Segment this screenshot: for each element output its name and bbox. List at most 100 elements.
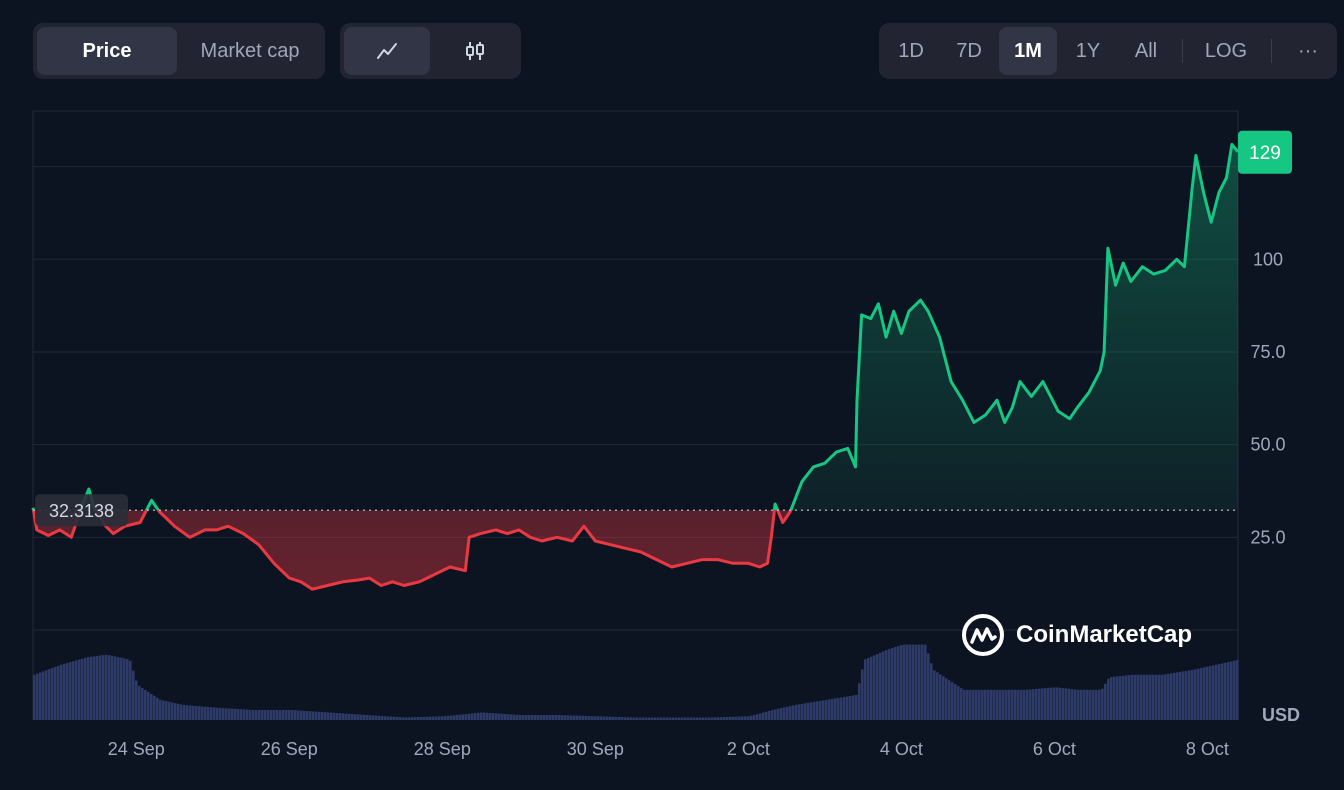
volume-bar <box>489 713 492 720</box>
volume-bar <box>672 717 675 720</box>
volume-bar <box>1020 689 1023 720</box>
volume-bar <box>135 680 138 720</box>
volume-bar <box>414 717 417 720</box>
volume-bar <box>693 717 696 720</box>
volume-bar <box>204 706 207 720</box>
volume-bar <box>1041 688 1044 720</box>
volume-bar <box>897 646 900 720</box>
volume-bar <box>33 674 36 720</box>
volume-bar <box>330 712 333 720</box>
volume-bar <box>1014 689 1017 720</box>
volume-bar <box>969 689 972 720</box>
volume-bar <box>276 709 279 720</box>
volume-bar <box>810 702 813 720</box>
volume-bar <box>1068 688 1071 720</box>
volume-bar <box>1206 666 1209 720</box>
candlestick-chart-button[interactable] <box>432 27 517 75</box>
volume-bar <box>1230 661 1233 720</box>
volume-bar <box>1233 660 1236 720</box>
volume-bar <box>324 712 327 720</box>
range-1y-button[interactable]: 1Y <box>1075 39 1101 62</box>
range-1m-button[interactable]: 1M <box>999 27 1057 75</box>
volume-bar <box>798 704 801 720</box>
volume-bar <box>717 717 720 720</box>
range-7d-button[interactable]: 7D <box>956 39 982 62</box>
volume-bar <box>606 716 609 720</box>
volume-bar <box>564 715 567 720</box>
volume-bar <box>483 712 486 720</box>
volume-bar <box>729 716 732 720</box>
volume-bar <box>447 715 450 720</box>
volume-bar <box>201 706 204 720</box>
volume-bar <box>381 715 384 720</box>
volume-bar <box>942 676 945 720</box>
tab-market-cap[interactable]: Market cap <box>200 39 300 62</box>
volume-bar <box>846 696 849 720</box>
x-tick-label: 2 Oct <box>727 739 770 759</box>
volume-bar <box>1059 687 1062 720</box>
log-scale-button[interactable]: LOG <box>1204 39 1248 62</box>
volume-bar <box>777 708 780 720</box>
volume-bar <box>648 717 651 720</box>
volume-bar <box>375 715 378 720</box>
range-all-button[interactable]: All <box>1134 39 1158 62</box>
more-divider <box>1271 39 1272 63</box>
volume-bar <box>993 689 996 720</box>
volume-bar <box>393 716 396 720</box>
volume-bar <box>60 664 63 720</box>
volume-bar <box>141 687 144 720</box>
current-price-label: 129 <box>1249 143 1281 164</box>
chart-style-group <box>340 23 521 79</box>
volume-bar <box>822 700 825 720</box>
volume-bar <box>1149 674 1152 720</box>
volume-bar <box>891 647 894 720</box>
volume-bar <box>54 666 57 720</box>
volume-bar <box>1023 689 1026 720</box>
volume-bar <box>1011 689 1014 720</box>
more-options-button[interactable]: ··· <box>1298 39 1318 62</box>
volume-bar <box>1215 664 1218 720</box>
y-tick-label: 50.0 <box>1250 435 1285 455</box>
volume-bar <box>579 715 582 720</box>
volume-bar <box>1107 678 1110 720</box>
volume-bar <box>258 709 261 720</box>
volume-bar <box>696 717 699 720</box>
volume-bar <box>1176 672 1179 720</box>
volume-bar <box>297 710 300 720</box>
volume-bar <box>474 713 477 720</box>
volume-bar <box>153 695 156 720</box>
volume-bar <box>639 717 642 720</box>
volume-bar <box>1218 664 1221 720</box>
volume-bar <box>939 674 942 720</box>
volume-bar <box>78 659 81 720</box>
volume-bar <box>105 654 108 720</box>
volume-bar <box>741 716 744 720</box>
volume-bar <box>1047 687 1050 720</box>
volume-bar <box>192 705 195 720</box>
volume-bar <box>156 697 159 720</box>
volume-bar <box>360 714 363 720</box>
volume-bar <box>1143 674 1146 720</box>
volume-bar <box>1029 689 1032 720</box>
volume-bar <box>111 655 114 720</box>
volume-bar <box>261 709 264 720</box>
volume-bar <box>1113 676 1116 720</box>
volume-bar <box>558 715 561 720</box>
line-chart-button[interactable] <box>344 27 430 75</box>
volume-bar <box>738 716 741 720</box>
volume-bar <box>87 657 90 720</box>
volume-bar <box>681 717 684 720</box>
volume-bar <box>1026 689 1029 720</box>
volume-bar <box>720 717 723 720</box>
volume-bar <box>39 672 42 720</box>
volume-bar <box>945 678 948 720</box>
volume-bar <box>771 710 774 720</box>
volume-bar <box>960 688 963 720</box>
volume-bar <box>453 715 456 720</box>
range-1d-button[interactable]: 1D <box>898 39 924 62</box>
tab-price[interactable]: Price <box>37 27 177 75</box>
volume-bar <box>1209 666 1212 720</box>
volume-bar <box>477 712 480 720</box>
volume-bar <box>198 706 201 720</box>
volume-bar <box>456 714 459 720</box>
